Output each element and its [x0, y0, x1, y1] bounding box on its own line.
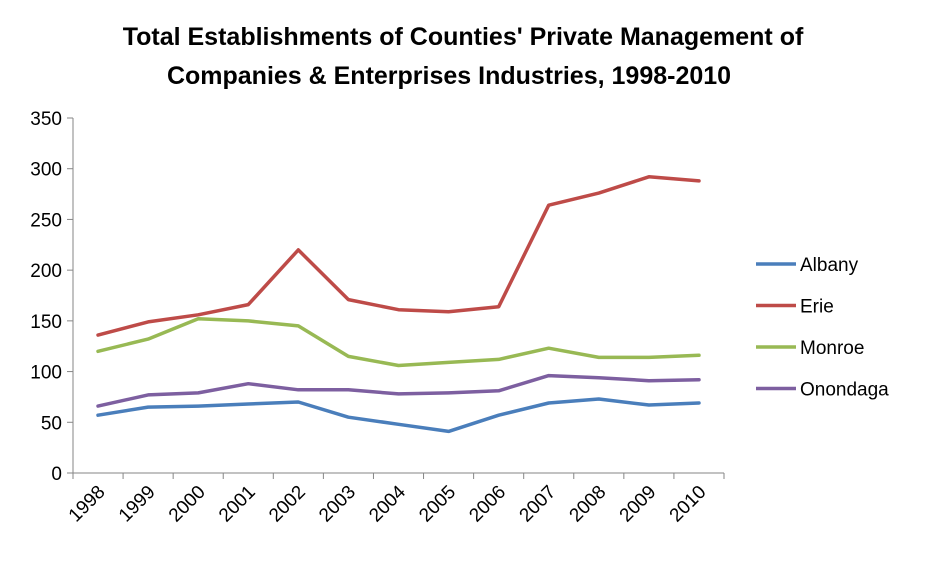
chart-title: Total Establishments of Counties' Privat…: [123, 23, 804, 90]
x-tick-label: 2000: [165, 482, 210, 527]
axes: [72, 118, 724, 474]
x-tick-label: 2002: [265, 482, 310, 527]
series-line-monroe: [96, 317, 701, 368]
legend: Albany Erie Monroe Onondaga: [756, 255, 889, 401]
y-tick-label: 350: [30, 109, 62, 130]
legend-label-erie: Erie: [800, 297, 834, 318]
x-tick-label: 2010: [666, 482, 711, 527]
x-tick-label: 2001: [215, 482, 260, 527]
series-lines: [96, 175, 701, 434]
x-tick-label: 2005: [415, 482, 460, 527]
chart-title-line-1: Total Establishments of Counties' Privat…: [123, 23, 804, 51]
series-line-erie: [96, 175, 701, 337]
x-tick-label: 1999: [115, 482, 160, 527]
y-tick-label: 300: [30, 160, 62, 181]
x-tick-label: 2008: [566, 482, 611, 527]
x-axis-ticks: 1998 1999 2000 2001 2002 2003 2004 2005 2006 2007…: [65, 473, 725, 527]
x-tick-label: 2004: [365, 481, 410, 526]
y-axis-ticks: 0 50 100 150 200 250 300 350: [30, 109, 73, 485]
y-tick-label: 200: [30, 261, 62, 282]
y-tick-label: 250: [30, 210, 62, 231]
y-tick-label: 150: [30, 312, 62, 333]
series-line-albany: [96, 397, 701, 434]
x-tick-label: 2009: [616, 482, 661, 527]
legend-label-albany: Albany: [800, 255, 859, 276]
chart-title-line-2: Companies & Enterprises Industries, 1998…: [167, 62, 731, 90]
x-tick-label: 2007: [516, 482, 561, 527]
y-tick-label: 0: [51, 464, 62, 485]
x-tick-label: 2003: [315, 482, 360, 527]
series-line-onondaga: [96, 373, 701, 408]
legend-label-monroe: Monroe: [800, 338, 864, 359]
y-tick-label: 50: [41, 413, 62, 434]
x-tick-label: 1998: [65, 482, 110, 527]
legend-label-onondaga: Onondaga: [800, 380, 889, 401]
x-tick-label: 2006: [465, 482, 510, 527]
y-tick-label: 100: [30, 363, 62, 384]
